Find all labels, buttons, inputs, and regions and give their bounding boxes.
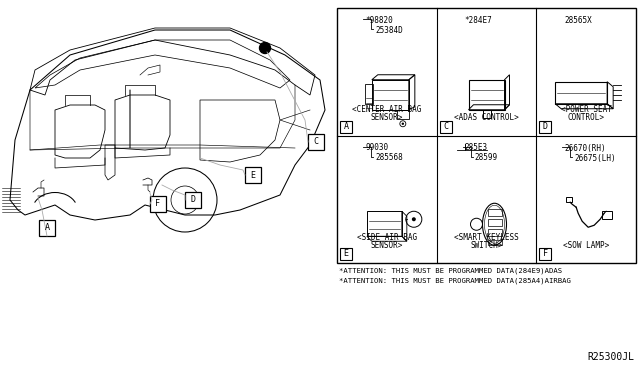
Bar xyxy=(39,220,55,236)
Text: F: F xyxy=(543,250,548,259)
Text: *ATTENTION: THIS MUST BE PROGRAMMED DATA(284E9)ADAS: *ATTENTION: THIS MUST BE PROGRAMMED DATA… xyxy=(339,268,562,275)
Text: C: C xyxy=(443,122,448,131)
Bar xyxy=(340,121,352,132)
Text: F: F xyxy=(156,199,161,208)
Bar xyxy=(150,196,166,212)
Bar xyxy=(540,121,551,132)
Text: 28565X: 28565X xyxy=(564,16,592,25)
Text: <ADAS CONTROL>: <ADAS CONTROL> xyxy=(454,113,519,122)
Text: SWITCH>: SWITCH> xyxy=(470,241,502,250)
Text: E: E xyxy=(344,250,349,259)
Circle shape xyxy=(402,122,404,125)
Bar xyxy=(185,192,201,208)
Text: <SMART KEYLESS: <SMART KEYLESS xyxy=(454,233,519,242)
Text: 25384D: 25384D xyxy=(375,26,403,35)
Text: *ATTENTION: THIS MUST BE PROGRAMMED DATA(285A4)AIRBAG: *ATTENTION: THIS MUST BE PROGRAMMED DATA… xyxy=(339,278,571,285)
Text: D: D xyxy=(543,122,548,131)
Text: 285568: 285568 xyxy=(375,154,403,163)
Text: A: A xyxy=(45,224,49,232)
Text: 26675(LH): 26675(LH) xyxy=(574,154,616,163)
Text: *284E7: *284E7 xyxy=(465,16,492,25)
Bar xyxy=(488,209,502,216)
Bar xyxy=(488,229,502,236)
Bar xyxy=(365,84,373,104)
Text: 28599: 28599 xyxy=(475,154,498,163)
Bar xyxy=(602,211,612,219)
Bar xyxy=(488,240,502,245)
Bar xyxy=(488,219,502,226)
Text: C: C xyxy=(314,138,319,147)
Circle shape xyxy=(412,217,416,221)
Text: E: E xyxy=(250,170,255,180)
Bar xyxy=(566,197,572,202)
Text: <POWER SEAT: <POWER SEAT xyxy=(561,106,612,115)
Text: 99030: 99030 xyxy=(365,144,388,153)
Text: <SOW LAMP>: <SOW LAMP> xyxy=(563,241,609,250)
Bar xyxy=(308,134,324,150)
Text: SENSOR>: SENSOR> xyxy=(371,113,403,122)
Text: 26670(RH): 26670(RH) xyxy=(564,144,606,153)
Text: R25300JL: R25300JL xyxy=(587,352,634,362)
Bar xyxy=(540,248,551,260)
Bar xyxy=(245,167,261,183)
Bar xyxy=(337,8,636,263)
Text: *98820: *98820 xyxy=(365,16,393,25)
Text: A: A xyxy=(344,122,349,131)
Text: <SIDE AIR BAG: <SIDE AIR BAG xyxy=(356,233,417,242)
Text: D: D xyxy=(191,196,195,205)
Bar xyxy=(340,248,352,260)
Text: <CENTER AIR BAG: <CENTER AIR BAG xyxy=(352,106,422,115)
Text: 285E3: 285E3 xyxy=(465,144,488,153)
Text: CONTROL>: CONTROL> xyxy=(568,113,605,122)
Circle shape xyxy=(259,42,271,54)
Bar xyxy=(440,121,452,132)
Text: SENSOR>: SENSOR> xyxy=(371,241,403,250)
